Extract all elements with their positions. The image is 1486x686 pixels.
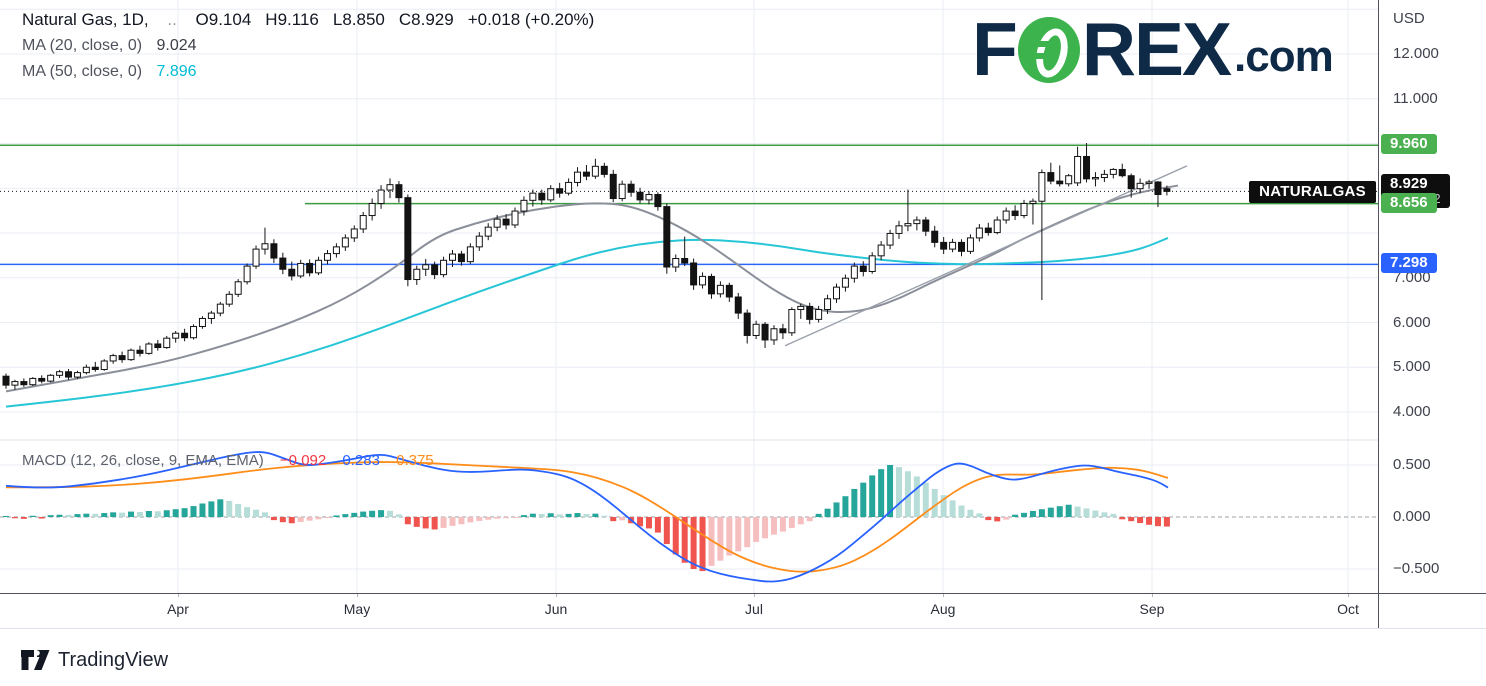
month-label-Sep: Sep (1139, 601, 1165, 617)
macd-label: MACD (12, 26, close, 9, EMA, EMA) (22, 452, 264, 469)
month-label-May: May (343, 601, 371, 617)
month-label-Jun: Jun (544, 601, 568, 617)
macd-hist-value: −0.092 (279, 452, 327, 469)
month-tick (556, 593, 557, 597)
currency-label: USD (1393, 10, 1425, 27)
price-tick-4.000: 4.000 (1393, 403, 1431, 420)
time-axis-border (0, 593, 1486, 594)
price-tick-11.000: 11.000 (1393, 89, 1438, 107)
chart-canvas[interactable] (0, 0, 1378, 593)
price-axis-border (1378, 0, 1379, 628)
macd-signal-value: 0.375 (396, 452, 434, 469)
forex-logo-rex: REX (1081, 7, 1232, 91)
ma20-value: 9.024 (156, 37, 197, 54)
month-label-Apr: Apr (167, 601, 189, 617)
month-label-Oct: Oct (1337, 601, 1359, 617)
bottom-border (0, 628, 1486, 629)
macd-tick-0.000: 0.000 (1393, 508, 1431, 525)
symbol-legend-row[interactable]: Natural Gas, 1D, .. O9.104 H9.116 L8.850 C8… (22, 10, 608, 30)
price-tick-6.000: 6.000 (1393, 313, 1431, 331)
price-badge-9.960: 9.960 (1381, 134, 1437, 155)
ma20-label: MA (20, close, 0) (22, 37, 143, 54)
ohlc-high: H9.116 (265, 10, 319, 29)
price-badge-8.656: 8.656 (1381, 192, 1437, 213)
month-label-Aug: Aug (930, 601, 956, 617)
last-price-symbol-tag: NATURALGAS (1249, 181, 1376, 203)
forex-logo-f: F (972, 7, 1018, 91)
ohlc-low: L8.850 (332, 10, 385, 29)
tradingview-logo-icon (21, 650, 50, 670)
tradingview-logo-text: TradingView (58, 648, 169, 671)
month-tick (754, 593, 755, 597)
ma50-legend-row[interactable]: MA (50, close, 0) 7.896 (22, 63, 197, 81)
month-tick (178, 593, 179, 597)
price-tick-5.000: 5.000 (1393, 358, 1431, 376)
legend-truncated-dots: .. (167, 10, 177, 29)
price-tick-12.000: 12.000 (1393, 45, 1439, 62)
macd-tick-−0.500: −0.500 (1393, 560, 1440, 577)
tradingview-attribution[interactable]: TradingView (20, 648, 168, 672)
ma20-legend-row[interactable]: MA (20, close, 0) 9.024 (22, 37, 197, 55)
ma50-label: MA (50, close, 0) (22, 63, 143, 80)
forex-logo-com: .com (1234, 31, 1334, 81)
forex-logo: F REX .com (972, 7, 1334, 91)
ma50-value: 7.896 (156, 63, 197, 80)
macd-tick-0.500: 0.500 (1393, 456, 1431, 473)
symbol-title: Natural Gas, 1D, (22, 10, 149, 29)
price-axis[interactable]: USD 12.000 11.000 7.000 6.000 5.000 4.000 0.50… (1378, 0, 1486, 628)
month-tick (943, 593, 944, 597)
month-tick (357, 593, 358, 597)
ohlc-close: C8.929 (398, 10, 454, 29)
ohlc-open: O9.104 (195, 10, 252, 29)
forex-logo-o-icon (1017, 16, 1080, 83)
price-badge-7.298: 7.298 (1381, 253, 1437, 274)
macd-line-value: 0.283 (342, 452, 380, 469)
month-tick (1152, 593, 1153, 597)
month-tick (1348, 593, 1349, 597)
change-value: +0.018 (+0.20%) (467, 10, 595, 29)
macd-legend-row[interactable]: MACD (12, 26, close, 9, EMA, EMA) −0.092… (22, 452, 446, 469)
month-label-Jul: Jul (745, 601, 763, 617)
time-axis[interactable]: Apr May Jun Jul Aug Sep Oct (0, 593, 1486, 628)
